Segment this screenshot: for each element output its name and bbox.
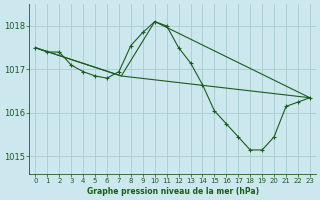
X-axis label: Graphe pression niveau de la mer (hPa): Graphe pression niveau de la mer (hPa) <box>87 187 259 196</box>
